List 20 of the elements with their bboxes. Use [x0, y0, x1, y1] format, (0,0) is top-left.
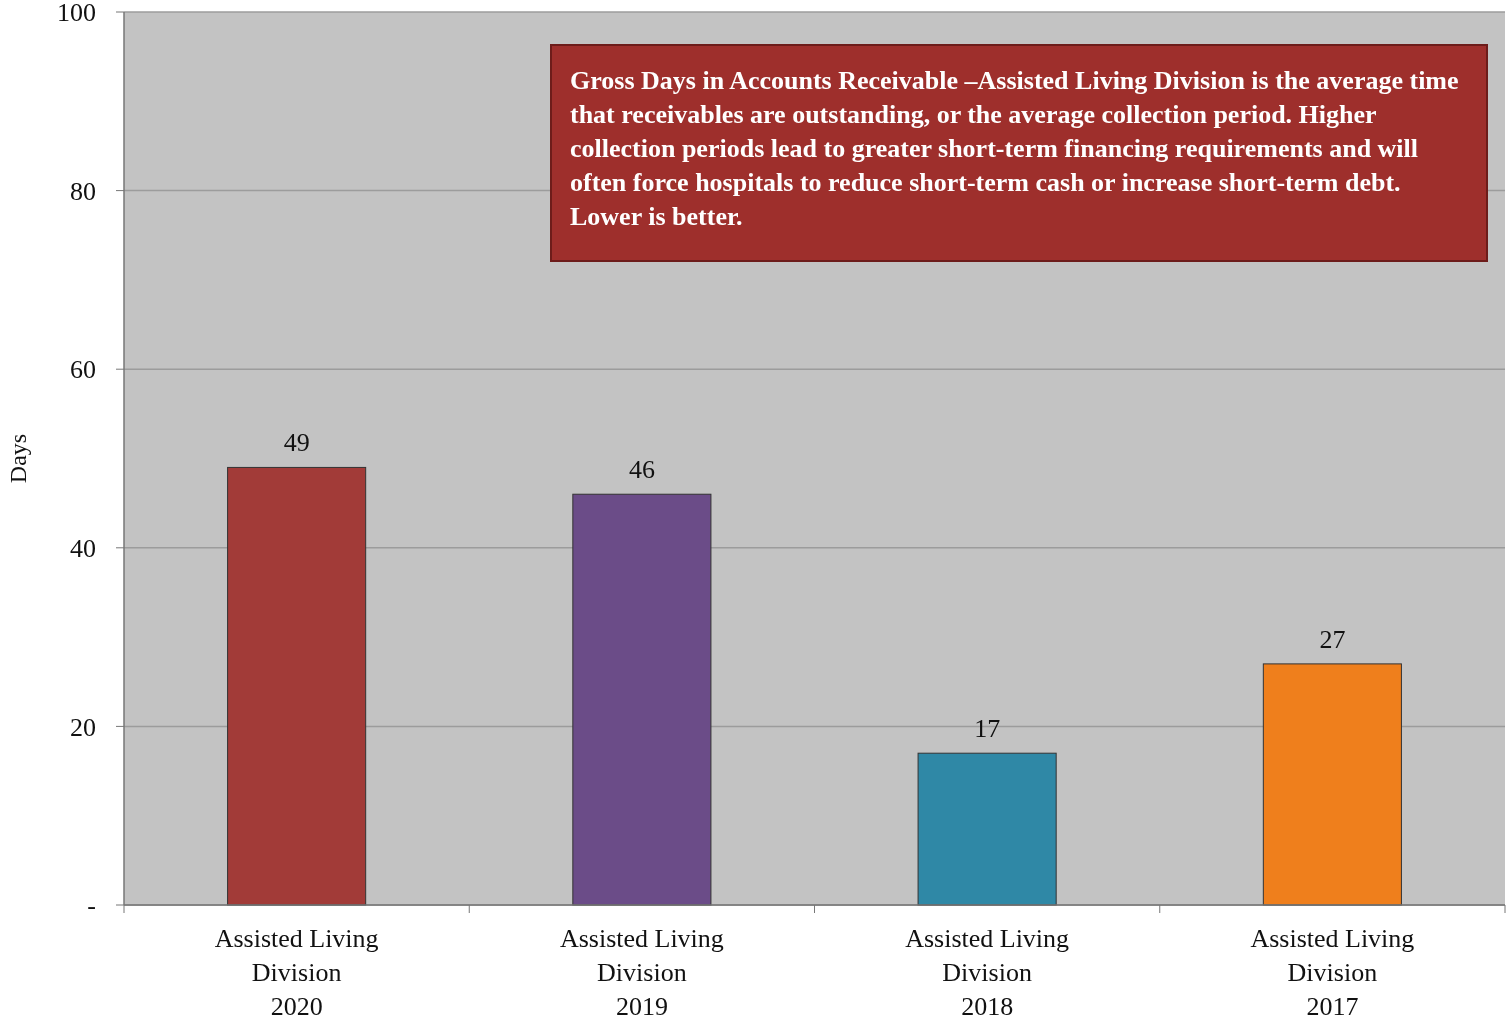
x-tick-label: Assisted Living Division 2019 — [559, 924, 724, 1021]
data-label: 17 — [974, 714, 1001, 744]
x-tick-label: Assisted Living Division 2018 — [905, 924, 1070, 1021]
bar — [572, 493, 712, 906]
bar — [1262, 663, 1402, 906]
y-axis-title: Days — [5, 433, 31, 484]
x-tick-label: Assisted Living Division 2017 — [1250, 924, 1415, 1021]
y-tick-label: 100 — [57, 0, 96, 28]
data-label: 46 — [628, 455, 655, 485]
x-tick-label: Assisted Living Division 2020 — [214, 924, 379, 1021]
y-tick-label: 80 — [70, 176, 96, 206]
data-label: 49 — [283, 428, 310, 458]
y-tick-label: 40 — [70, 533, 96, 563]
y-tick-label: 60 — [70, 355, 96, 385]
y-tick-label: 20 — [70, 712, 96, 742]
bar — [227, 466, 367, 906]
y-tick-label: - — [87, 891, 96, 921]
bar — [917, 752, 1057, 906]
annotation: Gross Days in Accounts Receivable –Assisted Living Division is the average time that receivables are outstanding, or the average collection period. Higher collection periods lead to greater short-term financing requirements and will often force hospitals to reduce short-term cash or increase short-term debt. Lower is better. — [570, 66, 1459, 231]
data-label: 27 — [1319, 624, 1346, 654]
